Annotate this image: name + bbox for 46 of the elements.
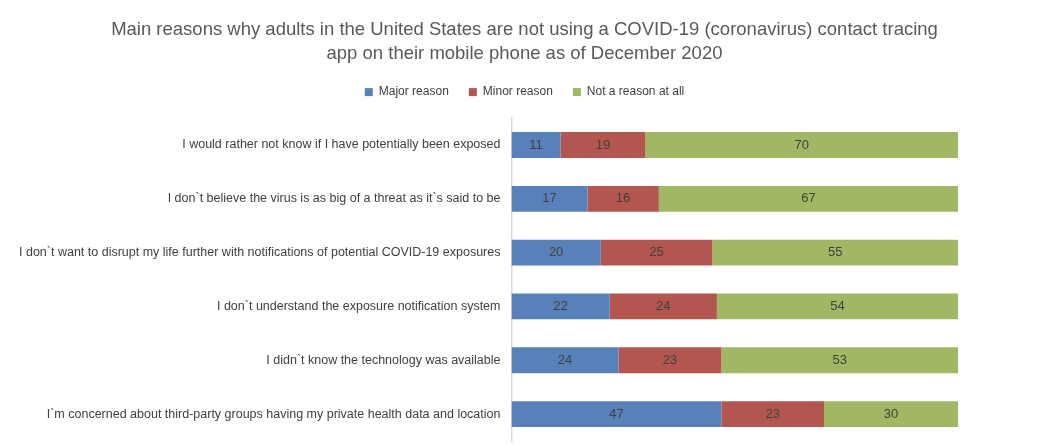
y-tick-label: I would rather not know if I have potentially been exposed bbox=[182, 137, 501, 152]
data-label: 47 bbox=[609, 405, 624, 421]
legend-label: Not a reason at all bbox=[586, 84, 685, 99]
bar bbox=[712, 239, 958, 266]
bar bbox=[511, 185, 588, 212]
data-label: 23 bbox=[765, 405, 780, 421]
data-label: 30 bbox=[883, 405, 899, 421]
bar bbox=[716, 293, 958, 320]
bar bbox=[609, 293, 717, 320]
bar bbox=[721, 347, 958, 374]
y-tick-label: I`m concerned about third-party groups having my private health data and location bbox=[46, 406, 501, 421]
data-label: 19 bbox=[595, 136, 611, 152]
legend-label: Major reason bbox=[378, 84, 449, 99]
bar bbox=[511, 132, 561, 158]
data-label: 16 bbox=[615, 190, 631, 206]
bar bbox=[511, 293, 610, 320]
chart-title: Main reasons why adults in the United States are not using a COVID-19 (coronavirus) contact tracing app on their mobile phone as of December 2020 bbox=[111, 18, 938, 64]
bar bbox=[618, 347, 722, 374]
bar bbox=[824, 401, 958, 428]
y-tick-label: I don`t believe the virus is as big of a threat as it`s said to be bbox=[167, 191, 501, 206]
data-label: 23 bbox=[662, 351, 678, 367]
y-tick-label: I don`t understand the exposure notification system bbox=[216, 298, 501, 313]
data-label: 24 bbox=[557, 351, 573, 367]
y-tick-label: I didn`t know the technology was available bbox=[266, 352, 501, 367]
data-label: 70 bbox=[794, 136, 809, 152]
data-label: 54 bbox=[830, 298, 845, 314]
bar bbox=[511, 347, 619, 374]
data-label: 67 bbox=[801, 190, 816, 206]
bar bbox=[560, 132, 646, 158]
bar bbox=[721, 401, 825, 428]
y-tick-label: I don`t want to disrupt my life further with notifications of potential COVID-19 exposures bbox=[18, 245, 501, 260]
data-label: 20 bbox=[548, 244, 564, 260]
legend-label: Minor reason bbox=[482, 84, 553, 99]
data-label: 17 bbox=[542, 190, 557, 206]
data-label: 53 bbox=[832, 351, 847, 367]
bar bbox=[587, 185, 659, 212]
bar bbox=[645, 132, 958, 158]
bar bbox=[658, 185, 958, 212]
data-label: 22 bbox=[553, 298, 568, 314]
bar bbox=[511, 401, 722, 428]
bar bbox=[511, 239, 601, 266]
data-label: 55 bbox=[827, 244, 843, 260]
data-label: 11 bbox=[529, 136, 543, 152]
data-label: 25 bbox=[649, 244, 664, 260]
bar bbox=[600, 239, 713, 266]
data-label: 24 bbox=[656, 298, 671, 314]
